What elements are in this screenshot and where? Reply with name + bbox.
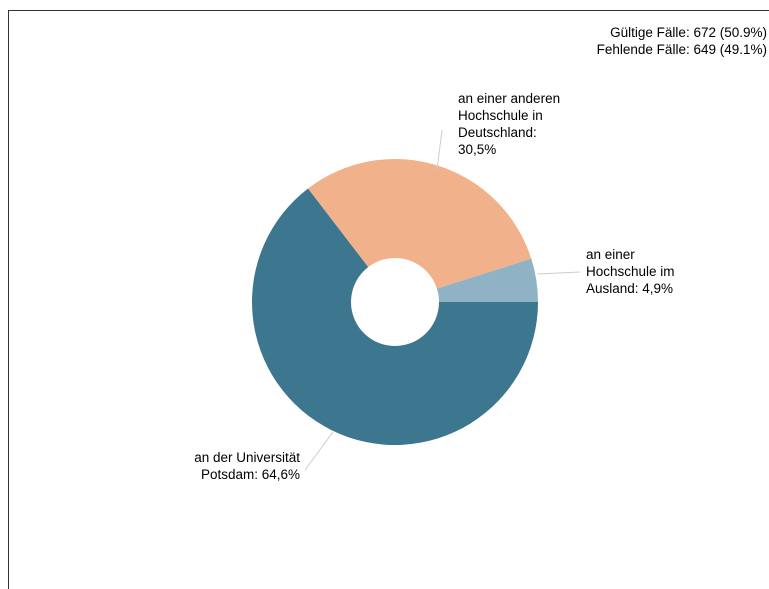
case-stats: Gültige Fälle: 672 (50.9%) Fehlende Fäll… [597,24,767,58]
label-line: Hochschule in [458,108,543,123]
leader-deutschland [436,129,443,171]
missing-cases: Fehlende Fälle: 649 (49.1%) [596,42,767,57]
leader-potsdam [304,431,334,471]
label-ausland: an einer Hochschule im Ausland: 4,9% [586,247,675,296]
slice-deutschland [308,159,532,302]
label-deutschland: an einer anderen Hochschule in Deutschland… [458,91,560,157]
label-line: Ausland: 4,9% [586,281,673,296]
label-line: Deutschland: [458,125,537,140]
label-line: an einer anderen [458,91,560,106]
leader-ausland [536,271,581,275]
chart-frame [8,10,769,589]
label-line: 30,5% [458,142,496,157]
leader-lines [304,129,581,471]
label-potsdam: an der Universität Potsdam: 64,6% [194,450,300,482]
label-line: an der Universität [194,450,300,465]
label-line: Potsdam: 64,6% [201,467,300,482]
label-line: Hochschule im [586,264,675,279]
valid-cases: Gültige Fälle: 672 (50.9%) [610,25,767,40]
slice-labels: an der Universität Potsdam: 64,6% an einer… [194,91,674,482]
label-line: an einer [586,247,635,262]
donut-hole [351,258,439,346]
